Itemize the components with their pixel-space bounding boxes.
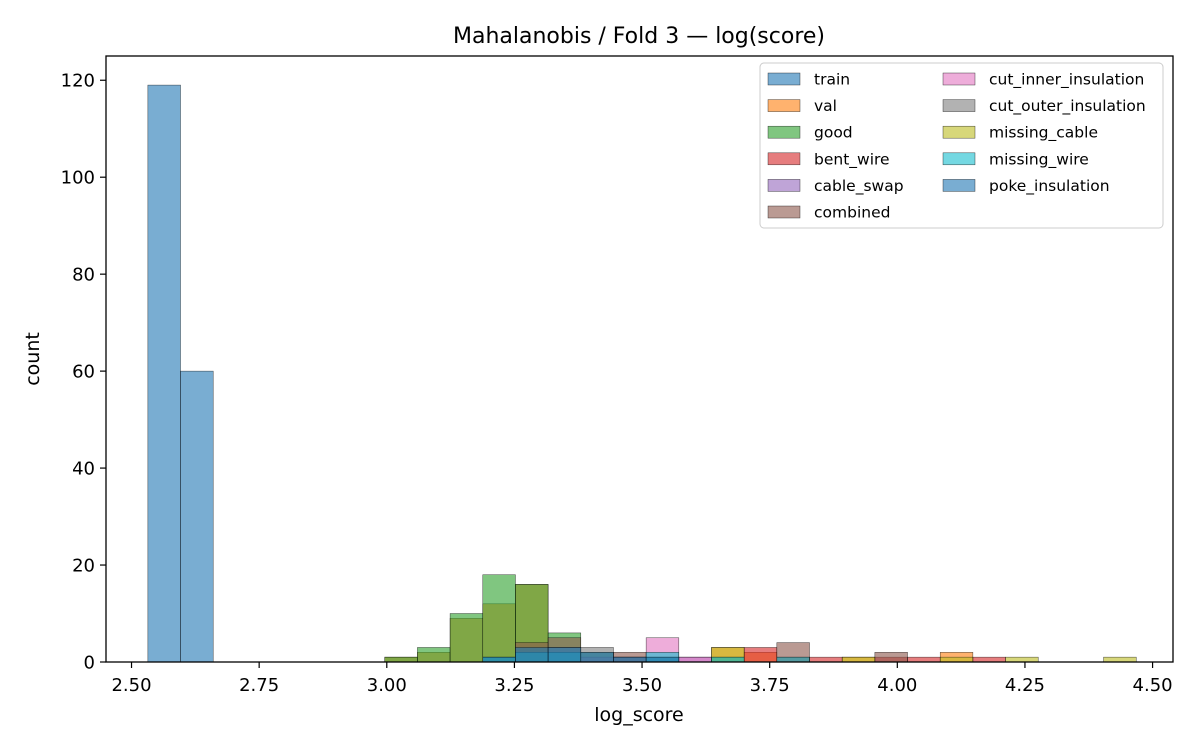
legend-swatch-cut-inner-insulation (942, 72, 976, 86)
bar-missing-cable-2 (939, 656, 974, 663)
x-tick-label: 3.00 (367, 675, 407, 696)
bar-poke-insulation-1 (515, 647, 549, 663)
bar-poke-insulation-3 (580, 652, 614, 663)
legend-label-cut-outer-insulation: cut_outer_insulation (989, 97, 1146, 116)
legend-swatch-val (767, 99, 801, 112)
bars-layer (147, 84, 1137, 663)
bar-poke-insulation-2 (547, 647, 582, 663)
y-tick-label: 40 (72, 459, 95, 480)
x-tick-label: 4.00 (877, 675, 917, 696)
bar-poke-insulation-0 (482, 656, 516, 663)
bar-bent-wire-4 (907, 656, 941, 663)
x-axis-label: log_score (594, 704, 684, 726)
legend-label-good: good (814, 124, 853, 142)
x-tick-label: 2.50 (111, 675, 151, 696)
x-tick-label: 4.25 (1005, 675, 1045, 696)
bar-good-1 (417, 647, 451, 663)
y-axis-label: count (22, 332, 44, 386)
legend-swatch-poke-insulation (942, 179, 976, 192)
bar-missing-cable-4 (1103, 656, 1137, 663)
bar-poke-insulation-4 (613, 656, 647, 663)
bar-poke-insulation-5 (645, 656, 680, 663)
bar-bent-wire-0 (743, 647, 778, 663)
legend-label-poke-insulation: poke_insulation (989, 177, 1110, 196)
y-axis: 0 20 40 60 80 100 120 (61, 71, 106, 674)
legend-label-cut-inner-insulation: cut_inner_insulation (989, 71, 1144, 90)
legend-label-train: train (814, 71, 850, 89)
y-tick-label: 20 (72, 556, 95, 577)
bar-cut-inner-insulation-1 (678, 656, 712, 663)
legend-swatch-cut-outer-insulation (942, 99, 976, 112)
legend-swatch-bent-wire (767, 152, 801, 166)
y-tick-label: 100 (61, 168, 95, 189)
y-tick-label: 0 (84, 653, 95, 674)
bar-missing-wire-4 (711, 656, 745, 663)
legend-swatch-train (767, 72, 801, 86)
bar-good-3 (482, 574, 516, 663)
legend-swatch-missing-cable (942, 125, 976, 139)
legend-swatch-combined (767, 205, 801, 219)
x-tick-label: 3.50 (622, 675, 662, 696)
bar-combined-4 (874, 652, 908, 663)
plot-frame (105, 55, 1174, 663)
bar-good-0 (384, 656, 418, 663)
x-tick-label: 4.50 (1133, 675, 1173, 696)
legend-label-missing-wire: missing_wire (989, 150, 1089, 169)
y-tick-label: 120 (61, 71, 95, 92)
chart-title: Mahalanobis / Fold 3 — log(score) (453, 24, 825, 49)
bar-missing-cable-1 (841, 656, 876, 663)
legend-swatch-cable-swap (767, 179, 801, 192)
bar-train-1 (180, 370, 214, 663)
bar-bent-wire-5 (972, 656, 1006, 663)
bar-missing-cable-3 (1005, 656, 1039, 663)
x-axis: 2.50 2.75 3.00 3.25 3.50 3.75 4.00 4.25 4.50 (111, 662, 1173, 696)
legend-label-val: val (814, 97, 837, 115)
legend-swatch-missing-wire (942, 152, 976, 166)
y-tick-label: 80 (72, 265, 95, 286)
x-tick-label: 3.75 (750, 675, 790, 696)
legend-label-bent-wire: bent_wire (814, 150, 890, 169)
x-tick-label: 3.25 (494, 675, 534, 696)
legend-swatch-good (767, 125, 801, 139)
bar-bent-wire-2 (809, 656, 843, 663)
legend-label-combined: combined (814, 204, 890, 222)
legend-box (759, 62, 1164, 229)
legend-label-missing-cable: missing_cable (989, 124, 1098, 143)
legend-label-cable-swap: cable_swap (814, 177, 904, 196)
y-tick-label: 60 (72, 362, 95, 383)
bar-good-2 (449, 613, 484, 663)
bar-missing-wire-5 (776, 656, 810, 663)
legend: train val good bent_wire cable_swap combined c… (759, 62, 1164, 229)
bar-train-0 (147, 84, 181, 663)
x-tick-label: 2.75 (239, 675, 279, 696)
